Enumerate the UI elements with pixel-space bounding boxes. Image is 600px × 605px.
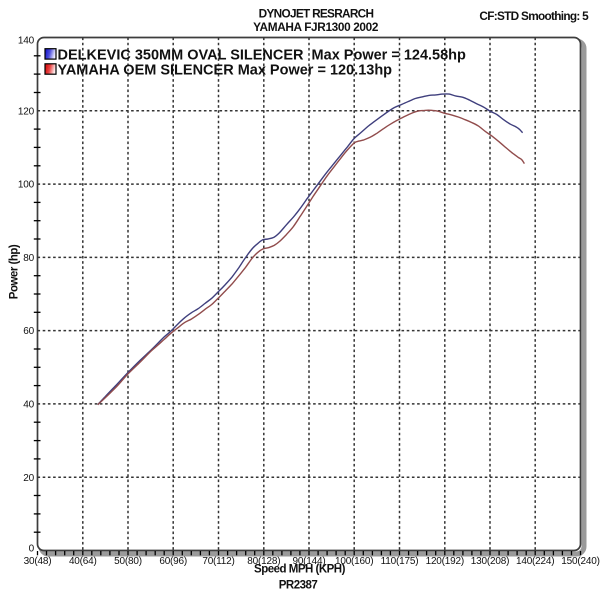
svg-text:100: 100 xyxy=(18,180,35,191)
svg-text:30(48): 30(48) xyxy=(24,556,52,567)
svg-text:CF:STD Smoothing: 5: CF:STD Smoothing: 5 xyxy=(479,9,589,23)
svg-text:150(240): 150(240) xyxy=(561,556,599,567)
svg-text:Speed MPH (KPH): Speed MPH (KPH) xyxy=(254,563,346,575)
svg-text:80: 80 xyxy=(23,253,34,264)
svg-text:130(208): 130(208) xyxy=(471,556,509,567)
svg-text:YAMAHA FJR1300 2002: YAMAHA FJR1300 2002 xyxy=(253,20,379,34)
svg-text:60(96): 60(96) xyxy=(159,556,187,567)
svg-text:0: 0 xyxy=(29,544,35,555)
svg-text:140: 140 xyxy=(18,36,35,47)
svg-text:DYNOJET RESRARCH: DYNOJET RESRARCH xyxy=(259,7,374,21)
svg-text:50(80): 50(80) xyxy=(114,556,142,567)
svg-text:Power (hp): Power (hp) xyxy=(9,244,21,299)
svg-text:20: 20 xyxy=(23,473,34,484)
svg-text:60: 60 xyxy=(23,326,34,337)
svg-text:120: 120 xyxy=(18,106,35,117)
svg-text:40(64): 40(64) xyxy=(69,556,97,567)
svg-text:40: 40 xyxy=(23,400,34,411)
svg-text:90(144): 90(144) xyxy=(292,556,325,567)
svg-text:140(224): 140(224) xyxy=(516,556,554,567)
svg-text:PR2387: PR2387 xyxy=(279,579,318,591)
svg-text:YAMAHA OEM SILENCER Max Power: YAMAHA OEM SILENCER Max Power = 120.13hp xyxy=(58,62,393,78)
svg-text:110(175): 110(175) xyxy=(381,556,419,567)
svg-text:80(128): 80(128) xyxy=(247,556,280,567)
svg-text:100(160): 100(160) xyxy=(335,556,373,567)
svg-text:70(112): 70(112) xyxy=(202,556,234,567)
svg-text:120(192): 120(192) xyxy=(426,556,464,567)
svg-text:DELKEVIC 350MM OVAL SILENCER: DELKEVIC 350MM OVAL SILENCER Max Power =… xyxy=(58,48,467,64)
